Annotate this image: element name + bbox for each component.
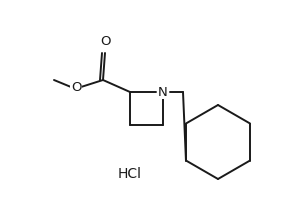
Text: O: O xyxy=(100,35,110,48)
Text: HCl: HCl xyxy=(118,166,142,180)
Text: N: N xyxy=(158,86,168,99)
Text: O: O xyxy=(71,81,81,94)
